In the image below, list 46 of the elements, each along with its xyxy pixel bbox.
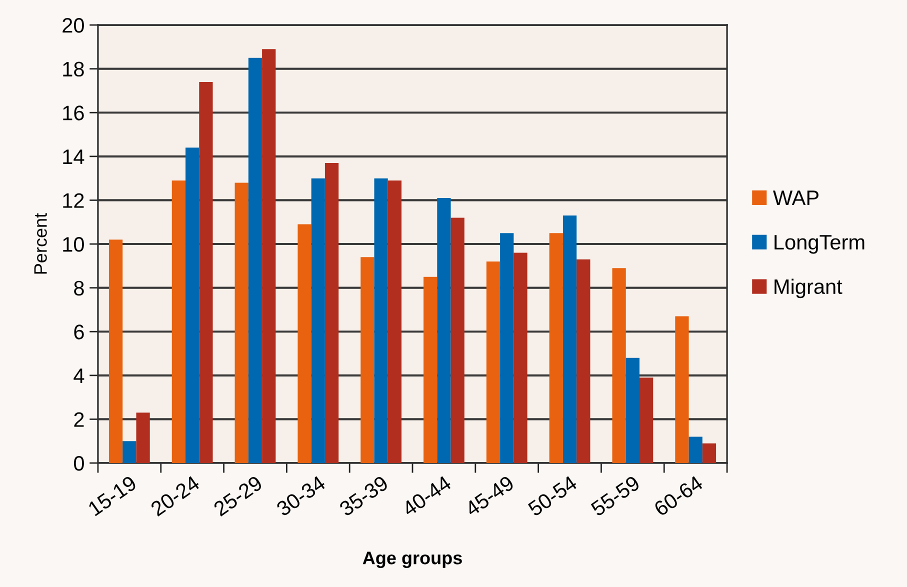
bar [324,162,339,464]
legend-label: WAP [773,190,818,205]
bar [248,58,262,464]
bar [108,240,123,464]
y-tick-label: 16 [63,106,84,120]
bar [626,358,640,464]
legend-label: Migrant [774,278,842,298]
y-tick-label: 2 [74,412,84,427]
bar [576,259,590,464]
y-tick-label: 12 [63,193,84,208]
bar [311,178,325,464]
bar [298,224,312,464]
bar [424,276,438,464]
bar [514,252,528,464]
bar [234,182,248,464]
bar [199,82,213,464]
bar [562,216,577,464]
y-tick-label: 6 [74,324,84,340]
x-axis-title: Age groups [362,552,462,568]
bar [122,441,136,464]
y-axis-title: Percent [34,213,47,274]
y-tick-label: 10 [63,237,84,252]
bar [675,316,689,464]
bar [388,180,402,464]
bar [262,49,276,464]
bar [186,148,200,464]
bar [549,233,563,464]
bar [136,412,150,464]
y-tick-label: 14 [63,150,84,164]
bar [640,378,654,464]
bar [374,178,388,464]
bar [500,233,514,464]
bar [702,443,716,464]
bar [172,180,186,464]
y-tick-label: 18 [63,62,84,77]
bar [612,268,626,464]
y-tick-label: 8 [74,280,84,296]
bar [437,198,451,464]
y-tick-label: 20 [62,18,84,33]
bar [360,257,374,464]
legend-label: LongTerm [774,235,864,254]
bar [486,262,500,464]
bar [688,436,702,464]
y-tick-label: 4 [74,368,84,383]
bar [450,218,464,464]
y-tick-label: 0 [74,456,84,471]
